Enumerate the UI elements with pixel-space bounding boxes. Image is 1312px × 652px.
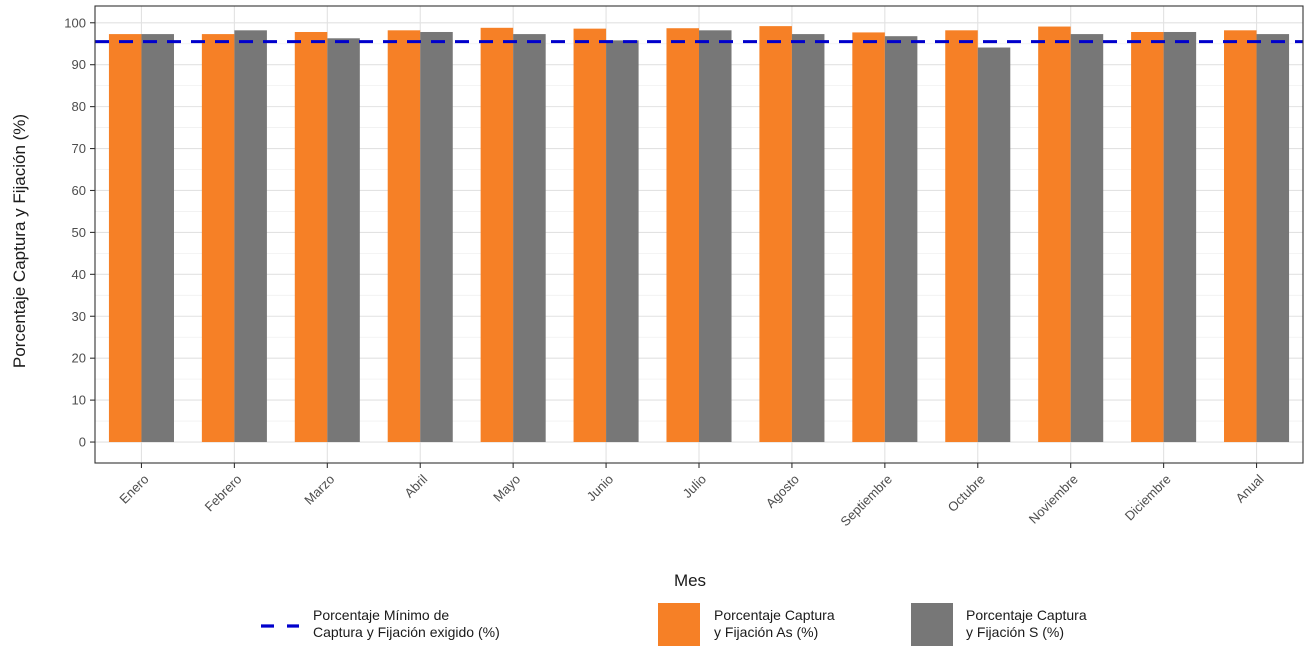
bar-as-octubre bbox=[945, 30, 978, 443]
bar-s-anual bbox=[1256, 34, 1290, 443]
y-tick-label: 60 bbox=[72, 183, 86, 198]
legend: Porcentaje Mínimo de Captura y Fijación … bbox=[261, 603, 1087, 646]
y-tick-label: 0 bbox=[79, 435, 86, 450]
y-tick-label: 70 bbox=[72, 141, 86, 156]
legend-key-as bbox=[658, 603, 700, 646]
y-tick-label: 30 bbox=[72, 309, 86, 324]
y-tick-label: 40 bbox=[72, 267, 86, 282]
legend-key-s bbox=[911, 603, 953, 646]
bar-as-abril bbox=[387, 30, 421, 443]
bar-as-febrero bbox=[201, 34, 235, 443]
bar-s-julio bbox=[699, 30, 732, 443]
bar-as-agosto bbox=[759, 26, 792, 443]
bar-s-febrero bbox=[234, 30, 267, 443]
y-axis-title: Porcentaje Captura y Fijación (%) bbox=[10, 114, 29, 368]
y-tick-label: 50 bbox=[72, 225, 86, 240]
bars bbox=[108, 26, 1290, 443]
bar-s-junio bbox=[606, 40, 639, 443]
bar-as-junio bbox=[573, 28, 607, 443]
legend-label-s-2: y Fijación S (%) bbox=[966, 624, 1064, 640]
x-axis-title: Mes bbox=[674, 571, 706, 590]
bar-s-mayo bbox=[513, 34, 546, 443]
bar-as-diciembre bbox=[1131, 31, 1164, 443]
bar-s-marzo bbox=[327, 38, 360, 443]
y-tick-label: 100 bbox=[64, 15, 86, 30]
bar-s-octubre bbox=[977, 47, 1011, 443]
bar-s-agosto bbox=[791, 34, 825, 443]
bar-as-julio bbox=[666, 28, 699, 443]
bar-as-noviembre bbox=[1038, 26, 1071, 443]
y-tick-label: 20 bbox=[72, 351, 86, 366]
bar-s-septiembre bbox=[884, 36, 918, 443]
y-axis-ticks: 0 10 20 30 40 50 60 70 80 90 100 bbox=[64, 15, 95, 450]
bar-as-marzo bbox=[294, 31, 328, 443]
bar-s-noviembre bbox=[1070, 34, 1104, 443]
bar-s-diciembre bbox=[1163, 31, 1197, 443]
legend-label-reference-line-2: Captura y Fijación exigido (%) bbox=[313, 624, 500, 640]
y-tick-label: 80 bbox=[72, 99, 86, 114]
bar-as-mayo bbox=[480, 27, 514, 443]
y-tick-label: 10 bbox=[72, 393, 86, 408]
legend-label-reference-line-1: Porcentaje Mínimo de bbox=[313, 607, 449, 623]
bar-as-septiembre bbox=[852, 32, 885, 443]
legend-label-as-2: y Fijación As (%) bbox=[714, 624, 818, 640]
bar-s-enero bbox=[141, 34, 174, 443]
legend-label-s-1: Porcentaje Captura bbox=[966, 607, 1087, 623]
bar-as-anual bbox=[1224, 30, 1257, 443]
y-tick-label: 90 bbox=[72, 57, 86, 72]
legend-label-as-1: Porcentaje Captura bbox=[714, 607, 835, 623]
bar-s-abril bbox=[420, 31, 453, 443]
bar-as-enero bbox=[108, 34, 142, 443]
